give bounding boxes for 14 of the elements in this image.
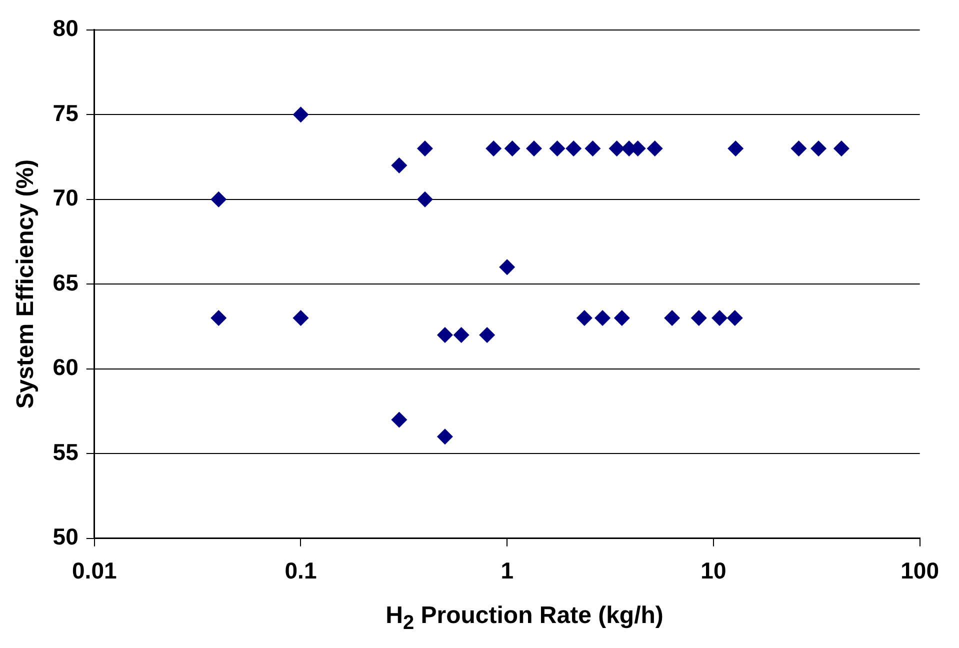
y-tick-label: 65 <box>52 269 79 296</box>
x-tick-label: 10 <box>700 558 726 584</box>
y-tick-label: 80 <box>52 15 78 42</box>
y-tick-label: 75 <box>52 100 79 126</box>
y-tick-label: 50 <box>52 524 78 550</box>
x-tick-label: 1 <box>500 558 514 584</box>
x-axis-title: H$_{2}$ Prouction Rate (kg/h) <box>384 602 664 635</box>
x-tick-label: 0.1 <box>284 558 317 584</box>
y-axis-title: System Efficiency (%) <box>12 159 40 409</box>
y-tick-label: 60 <box>52 354 78 380</box>
x-tick-label: 0.01 <box>72 558 117 584</box>
y-tick-label: 55 <box>52 438 79 465</box>
x-tick-label: 100 <box>900 558 939 584</box>
y-tick-label: 70 <box>52 184 78 211</box>
